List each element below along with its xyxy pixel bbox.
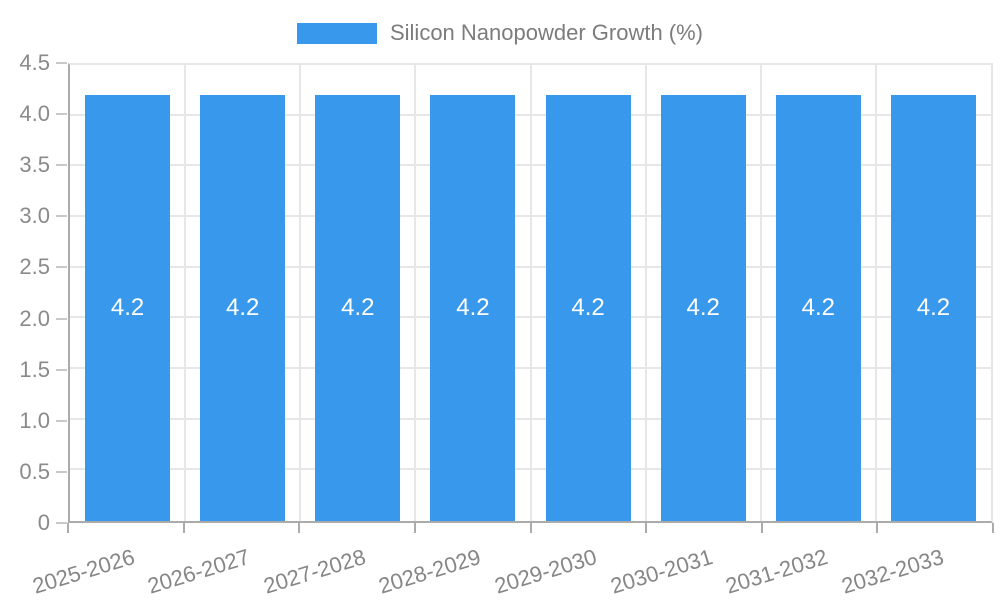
bar-slot: 4.2 xyxy=(761,65,876,521)
y-tick-mark xyxy=(56,215,67,218)
y-tick-label: 2.0 xyxy=(19,305,50,331)
vertical-gridline xyxy=(299,65,302,521)
y-tick-label: 0.5 xyxy=(19,458,50,484)
x-tick-mark xyxy=(413,523,416,533)
x-tick-mark xyxy=(992,523,994,533)
y-tick-mark xyxy=(56,317,67,320)
chart-legend[interactable]: Silicon Nanopowder Growth (%) xyxy=(0,20,1000,46)
bar-slot: 4.2 xyxy=(185,65,300,521)
y-tick-mark xyxy=(56,62,67,64)
x-axis-category-label: 2029-2030 xyxy=(491,544,600,599)
vertical-gridline xyxy=(529,65,532,521)
bar-value-label: 4.2 xyxy=(110,294,145,322)
x-axis-category-label: 2025-2026 xyxy=(29,544,138,599)
plot-area: 4.2 4.2 4.2 4.2 4.2 4.2 4.2 4.2 xyxy=(68,63,993,523)
bar: 4.2 xyxy=(890,95,976,521)
bar-value-label: 4.2 xyxy=(226,294,260,322)
bar: 4.2 xyxy=(545,95,631,521)
y-tick-mark xyxy=(56,419,67,422)
y-tick-label: 1.5 xyxy=(19,356,50,382)
bar-slot: 4.2 xyxy=(531,65,646,521)
x-tick-mark xyxy=(876,523,879,533)
x-tick-mark xyxy=(182,523,185,533)
bar-value-label: 4.2 xyxy=(916,294,951,322)
legend-swatch-icon[interactable] xyxy=(296,22,377,44)
bar-slot: 4.2 xyxy=(876,65,991,521)
bar-value-label: 4.2 xyxy=(686,294,720,322)
x-axis-category-label: 2026-2027 xyxy=(144,544,253,599)
bar: 4.2 xyxy=(430,95,516,521)
vertical-gridline xyxy=(644,65,647,521)
y-tick-label: 0 xyxy=(37,510,50,535)
bar-value-label: 4.2 xyxy=(341,294,375,322)
bars-container: 4.2 4.2 4.2 4.2 4.2 4.2 4.2 4.2 xyxy=(70,65,991,521)
y-tick-mark xyxy=(56,266,67,269)
bar-value-label: 4.2 xyxy=(571,294,605,322)
bar-value-label: 4.2 xyxy=(801,294,835,322)
y-tick-label: 3.0 xyxy=(19,203,50,229)
x-axis-category-label: 2028-2029 xyxy=(376,544,484,599)
vertical-gridline xyxy=(414,65,417,521)
y-tick-label: 3.5 xyxy=(19,152,50,178)
y-tick-mark xyxy=(56,164,67,167)
x-axis-category-label: 2031-2032 xyxy=(722,544,831,599)
x-axis-category-label: 2030-2031 xyxy=(607,544,716,599)
bar-slot: 4.2 xyxy=(415,65,530,521)
vertical-gridline xyxy=(874,65,877,521)
y-tick-mark xyxy=(56,368,67,371)
bar-slot: 4.2 xyxy=(70,65,185,521)
bar: 4.2 xyxy=(200,95,286,521)
bar: 4.2 xyxy=(315,95,401,521)
y-tick-label: 4.0 xyxy=(19,101,50,127)
y-tick-mark xyxy=(56,470,67,473)
x-tick-mark xyxy=(760,523,763,533)
vertical-gridline xyxy=(759,65,762,521)
x-tick-mark xyxy=(67,523,69,533)
y-tick-label: 4.5 xyxy=(19,50,50,75)
x-tick-mark xyxy=(529,523,532,533)
bar: 4.2 xyxy=(85,95,171,521)
x-tick-mark xyxy=(645,523,648,533)
y-tick-label: 1.0 xyxy=(19,407,50,433)
x-axis-category-label: 2027-2028 xyxy=(260,544,369,599)
bar: 4.2 xyxy=(775,95,861,521)
x-axis-category-label: 2032-2033 xyxy=(838,544,947,599)
y-tick-label: 2.5 xyxy=(19,254,50,280)
legend-label[interactable]: Silicon Nanopowder Growth (%) xyxy=(389,20,704,45)
bar: 4.2 xyxy=(660,95,746,521)
bar-slot: 4.2 xyxy=(300,65,415,521)
vertical-gridline xyxy=(184,65,187,521)
y-tick-mark xyxy=(56,113,67,116)
y-tick-mark xyxy=(56,522,67,524)
bar-value-label: 4.2 xyxy=(456,294,490,322)
bar-slot: 4.2 xyxy=(646,65,761,521)
x-tick-mark xyxy=(298,523,301,533)
